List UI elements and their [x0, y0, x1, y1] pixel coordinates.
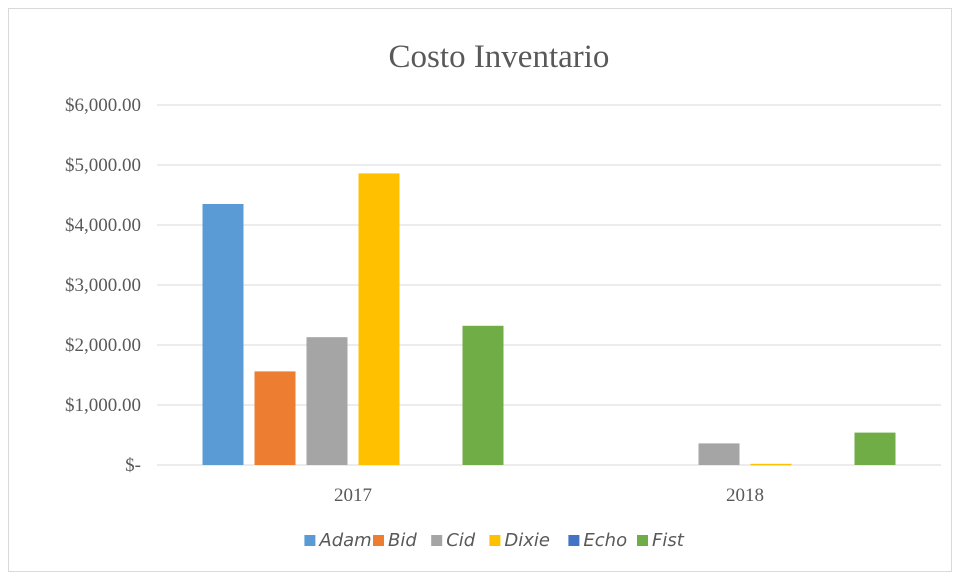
y-tick-label: $-	[125, 455, 141, 476]
legend-swatch-bid	[373, 535, 384, 546]
legend: Adam Bid Cid Dixie Echo Fist	[304, 530, 685, 551]
bar-cid-2017	[306, 337, 348, 465]
legend-swatch-echo	[568, 535, 580, 546]
bar-dixie-2018	[750, 463, 792, 466]
y-tick-label: $6,000.00	[65, 95, 141, 116]
y-axis-ticks: $- $1,000.00 $2,000.00 $3,000.00 $4,000.00 $5…	[65, 95, 141, 476]
legend-swatch-fist	[637, 535, 648, 546]
y-tick-label: $5,000.00	[65, 155, 141, 176]
bar-fist-2018	[854, 432, 896, 465]
legend-label-bid: Bid	[388, 530, 417, 551]
y-tick-label: $1,000.00	[65, 395, 141, 416]
legend-swatch-cid	[431, 535, 443, 546]
chart-title: Costo Inventario	[389, 39, 610, 75]
bar-fist-2017	[462, 325, 504, 465]
legend-label-dixie: Dixie	[504, 530, 550, 551]
x-axis-ticks: 2017 2018	[334, 485, 764, 506]
x-tick-label: 2017	[334, 485, 372, 506]
bar-dixie-2017	[358, 173, 400, 465]
y-tick-label: $3,000.00	[65, 275, 141, 296]
bar-chart: Costo Inventario $- $1,000.00 $2,000.00 $3,…	[65, 39, 941, 551]
legend-label-echo: Echo	[583, 530, 627, 551]
chart-frame: Costo Inventario $- $1,000.00 $2,000.00 $3,…	[8, 8, 952, 572]
x-tick-label: 2018	[726, 485, 764, 506]
bar-bid-2017	[254, 371, 296, 465]
bar-adam-2017	[202, 204, 244, 465]
bars	[202, 173, 896, 466]
legend-label-fist: Fist	[652, 530, 685, 551]
legend-swatch-adam	[304, 535, 316, 546]
y-tick-label: $2,000.00	[65, 335, 141, 356]
bar-cid-2018	[698, 443, 740, 465]
legend-label-adam: Adam	[318, 530, 371, 551]
legend-label-cid: Cid	[446, 530, 476, 551]
legend-swatch-dixie	[489, 535, 501, 546]
y-tick-label: $4,000.00	[65, 215, 141, 236]
